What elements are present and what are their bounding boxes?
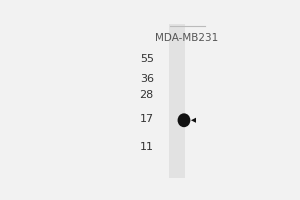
Text: 28: 28 (140, 90, 154, 100)
Text: 11: 11 (140, 142, 154, 152)
Bar (169, 24, 185, 178)
Text: 36: 36 (140, 74, 154, 84)
Ellipse shape (178, 113, 190, 127)
Text: 17: 17 (140, 114, 154, 124)
Text: MDA-MB231: MDA-MB231 (155, 33, 218, 43)
Text: 55: 55 (140, 54, 154, 64)
Polygon shape (191, 118, 196, 123)
